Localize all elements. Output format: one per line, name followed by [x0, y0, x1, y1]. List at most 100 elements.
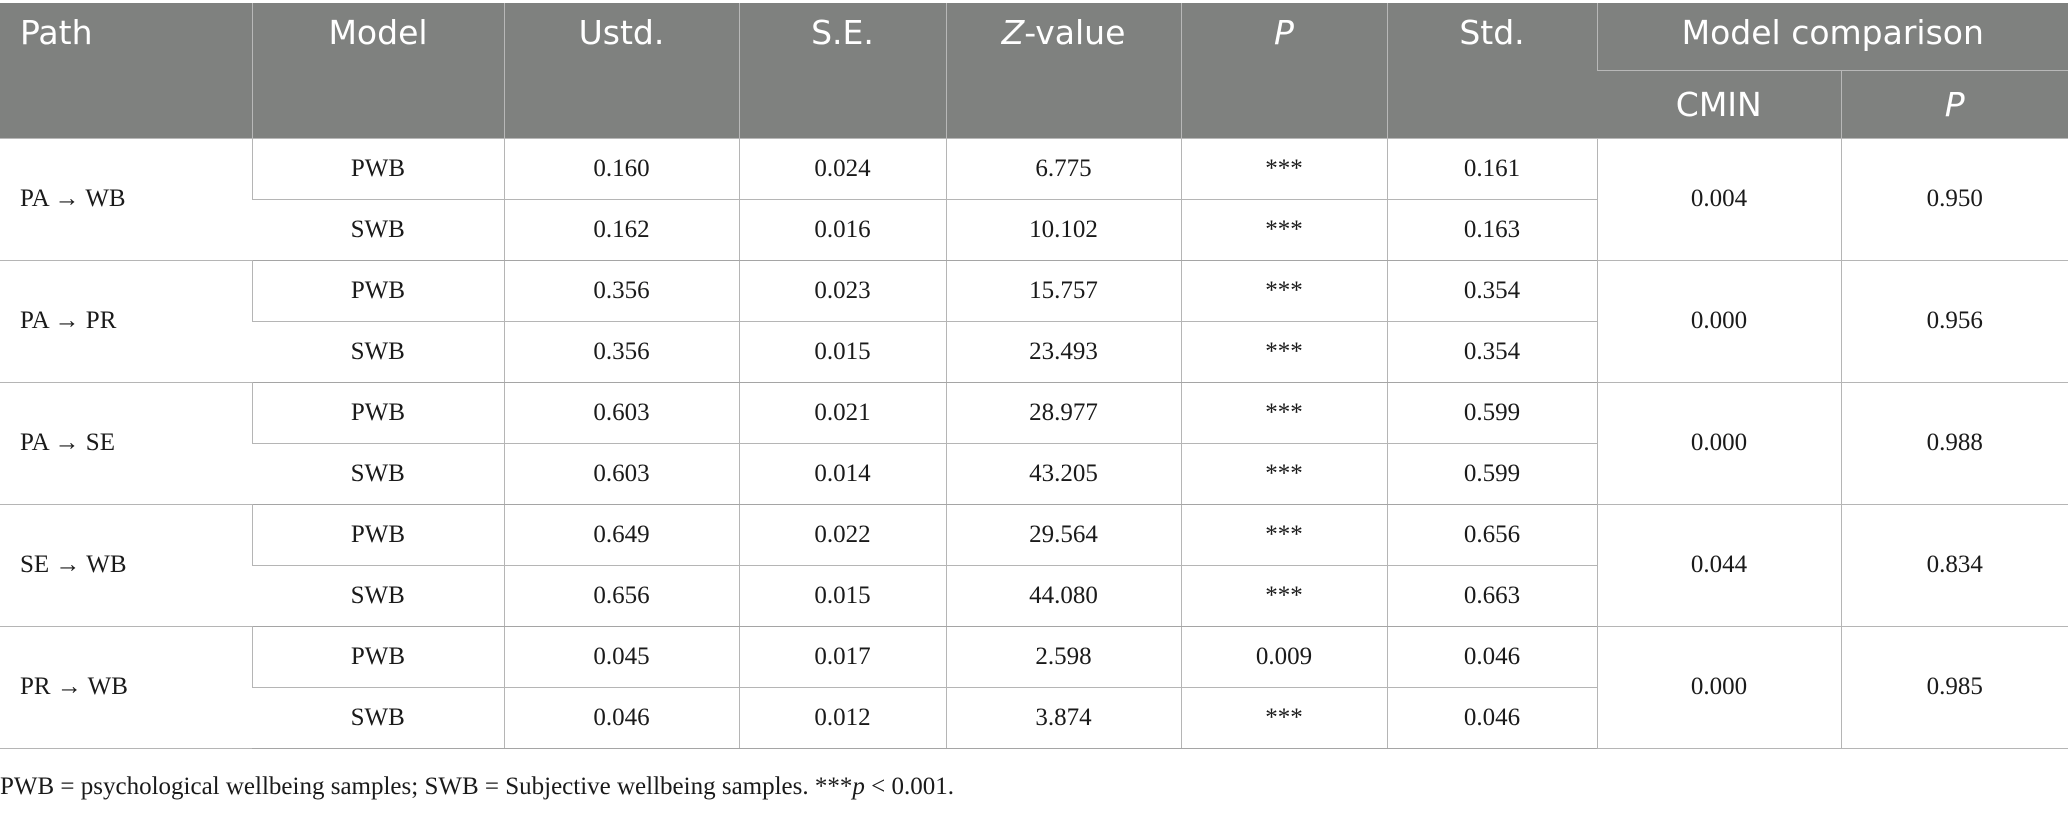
comparison-p-cell: 0.956: [1840, 260, 2068, 383]
model-cell: PWB: [251, 260, 504, 322]
ustd-cell: 0.656: [503, 565, 739, 627]
footnote-text-2: < 0.001.: [864, 773, 954, 800]
model-cell: PWB: [251, 382, 504, 444]
header-std: Std.: [1386, 3, 1597, 139]
model-cell: SWB: [252, 321, 504, 383]
table-row: SWB 0.603 0.014 43.205 *** 0.599: [0, 443, 2068, 505]
z-cell: 23.493: [945, 321, 1181, 383]
header-z-value: Z-value: [945, 3, 1181, 139]
p-cell: ***: [1180, 687, 1387, 749]
table-row: SE → WB PWB 0.649 0.022 29.564 *** 0.656 0.044 0…: [0, 504, 2068, 627]
se-cell: 0.021: [738, 382, 946, 444]
header-model: Model: [251, 3, 504, 139]
header-z-italic: Z: [1001, 13, 1025, 52]
std-cell: 0.663: [1386, 565, 1597, 627]
cmin-cell: 0.000: [1596, 260, 1841, 383]
p-cell: 0.009: [1180, 626, 1387, 688]
path-cell: PA → SE: [0, 382, 252, 505]
path-cell: PR → WB: [0, 626, 252, 749]
path-cell: SE → WB: [0, 504, 252, 627]
header-p: P: [1180, 3, 1387, 139]
se-cell: 0.024: [738, 138, 946, 200]
se-cell: 0.015: [738, 321, 946, 383]
model-cell: PWB: [251, 504, 504, 566]
z-cell: 2.598: [945, 626, 1181, 688]
ustd-cell: 0.162: [503, 199, 739, 261]
z-cell: 10.102: [945, 199, 1181, 261]
std-cell: 0.354: [1386, 260, 1597, 322]
std-cell: 0.163: [1386, 199, 1597, 261]
p-cell: ***: [1180, 504, 1387, 566]
table-row: SWB 0.356 0.015 23.493 *** 0.354: [0, 321, 2068, 383]
model-cell: PWB: [251, 626, 504, 688]
se-cell: 0.015: [738, 565, 946, 627]
z-cell: 44.080: [945, 565, 1181, 627]
std-cell: 0.599: [1386, 382, 1597, 444]
p-cell: ***: [1180, 382, 1387, 444]
path-cell: PA → WB: [0, 138, 252, 261]
ustd-cell: 0.046: [503, 687, 739, 749]
std-cell: 0.046: [1386, 687, 1597, 749]
model-cell: SWB: [252, 687, 504, 749]
table-row: PR → WB PWB 0.045 0.017 2.598 0.009 0.046 0.000…: [0, 626, 2068, 749]
header-se: S.E.: [738, 3, 946, 139]
ustd-cell: 0.603: [503, 382, 739, 444]
table-body: PA → WB PWB 0.160 0.024 6.775 *** 0.161 0.004 0.…: [0, 138, 2068, 749]
table-footnote: PWB = psychological wellbeing samples; S…: [0, 773, 954, 801]
z-cell: 29.564: [945, 504, 1181, 566]
ustd-cell: 0.356: [503, 321, 739, 383]
model-cell: PWB: [251, 138, 504, 200]
std-cell: 0.046: [1386, 626, 1597, 688]
std-cell: 0.354: [1386, 321, 1597, 383]
comparison-p-cell: 0.985: [1840, 626, 2068, 749]
z-cell: 28.977: [945, 382, 1181, 444]
se-cell: 0.022: [738, 504, 946, 566]
results-table-container: Path Model Ustd. S.E. Z-value P Std. Mod…: [0, 3, 2068, 749]
std-cell: 0.656: [1386, 504, 1597, 566]
ustd-cell: 0.649: [503, 504, 739, 566]
footnote-p-italic: p: [852, 773, 865, 800]
path-comparison-table: Path Model Ustd. S.E. Z-value P Std. Mod…: [0, 3, 2068, 749]
table-header: Path Model Ustd. S.E. Z-value P Std. Mod…: [0, 3, 2068, 139]
cmin-cell: 0.000: [1596, 626, 1841, 749]
se-cell: 0.017: [738, 626, 946, 688]
se-cell: 0.014: [738, 443, 946, 505]
comparison-p-cell: 0.988: [1840, 382, 2068, 505]
footnote-text-1: PWB = psychological wellbeing samples; S…: [0, 773, 853, 800]
p-cell: ***: [1180, 260, 1387, 322]
ustd-cell: 0.160: [503, 138, 739, 200]
table-row: PA → PR PWB 0.356 0.023 15.757 *** 0.354 0.000 0…: [0, 260, 2068, 383]
cmin-cell: 0.004: [1596, 138, 1841, 261]
ustd-cell: 0.356: [503, 260, 739, 322]
model-cell: SWB: [252, 199, 504, 261]
se-cell: 0.016: [738, 199, 946, 261]
table-row: PA → WB PWB 0.160 0.024 6.775 *** 0.161 0.004 0.…: [0, 138, 2068, 261]
header-cmin: CMIN: [1597, 70, 1841, 139]
header-ustd: Ustd.: [503, 3, 739, 139]
std-cell: 0.161: [1386, 138, 1597, 200]
header-z-rest: -value: [1024, 13, 1126, 52]
cmin-cell: 0.000: [1596, 382, 1841, 505]
table-row: PA → SE PWB 0.603 0.021 28.977 *** 0.599 0.000 0…: [0, 382, 2068, 505]
table-row: SWB 0.046 0.012 3.874 *** 0.046: [0, 687, 2068, 749]
header-model-comparison: Model comparison: [1596, 3, 2068, 71]
header-comparison-p: P: [1840, 70, 2068, 139]
se-cell: 0.012: [738, 687, 946, 749]
p-cell: ***: [1180, 565, 1387, 627]
comparison-p-cell: 0.950: [1840, 138, 2068, 261]
z-cell: 15.757: [945, 260, 1181, 322]
z-cell: 3.874: [945, 687, 1181, 749]
p-cell: ***: [1180, 321, 1387, 383]
path-cell: PA → PR: [0, 260, 252, 383]
model-cell: SWB: [252, 565, 504, 627]
ustd-cell: 0.603: [503, 443, 739, 505]
comparison-p-cell: 0.834: [1840, 504, 2068, 627]
se-cell: 0.023: [738, 260, 946, 322]
z-cell: 6.775: [945, 138, 1181, 200]
table-row: SWB 0.162 0.016 10.102 *** 0.163: [0, 199, 2068, 261]
z-cell: 43.205: [945, 443, 1181, 505]
p-cell: ***: [1180, 199, 1387, 261]
cmin-cell: 0.044: [1596, 504, 1841, 627]
p-cell: ***: [1180, 443, 1387, 505]
model-cell: SWB: [252, 443, 504, 505]
